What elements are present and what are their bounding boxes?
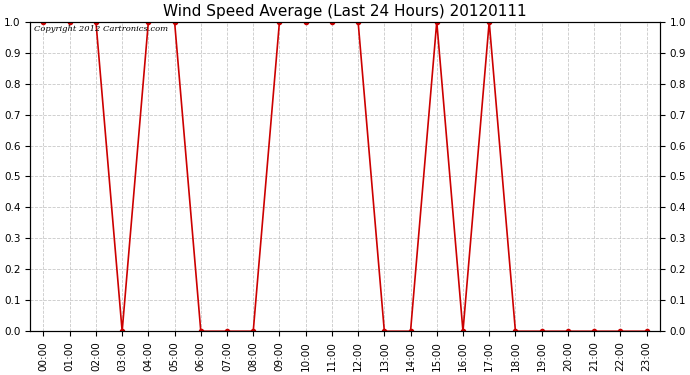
Title: Wind Speed Average (Last 24 Hours) 20120111: Wind Speed Average (Last 24 Hours) 20120… bbox=[164, 4, 526, 19]
Text: Copyright 2012 Cartronics.com: Copyright 2012 Cartronics.com bbox=[34, 25, 168, 33]
